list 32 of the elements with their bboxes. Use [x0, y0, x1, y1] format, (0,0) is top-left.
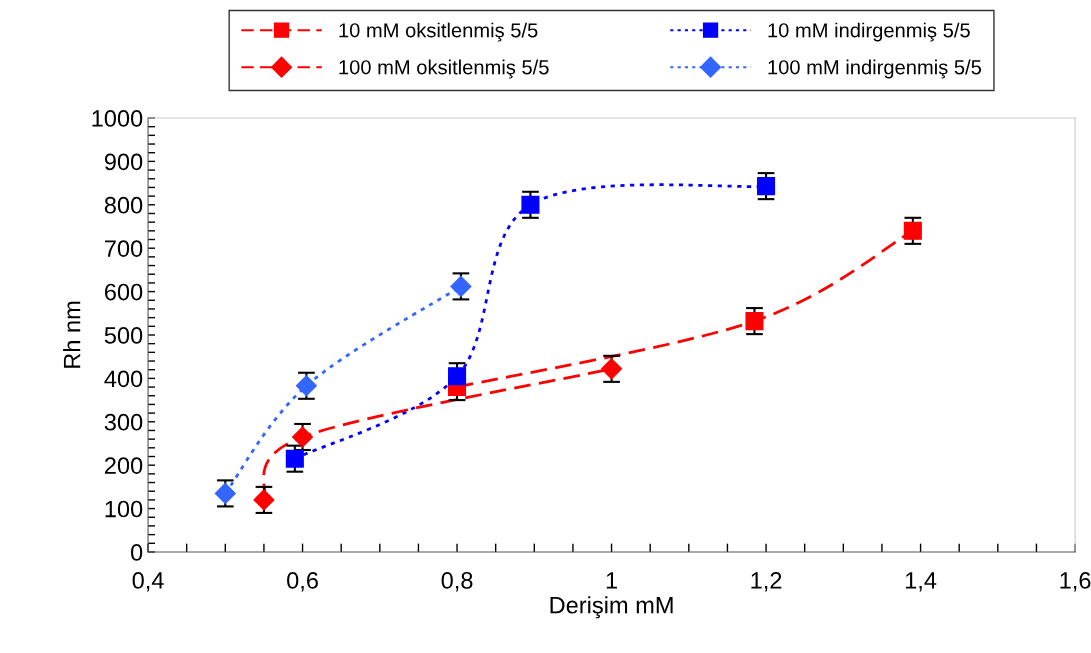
y-tick-label: 900	[104, 153, 143, 171]
point	[448, 367, 467, 386]
y-tick-label: 300	[104, 413, 143, 431]
y-tick-label: 600	[105, 283, 143, 301]
y-tick-label: 200	[104, 457, 143, 474]
y-tick-label: 100	[105, 500, 143, 518]
y-tick-label: 0	[130, 544, 143, 561]
x-tick-label: 1,2	[751, 572, 782, 592]
legend-label: 10 mM indirgenmiş 5/5	[768, 22, 970, 42]
point	[757, 177, 776, 196]
legend-label: 100 mM oksitlenmiş 5/5	[339, 59, 549, 79]
y-axis-title: Rh nm	[63, 301, 81, 368]
point	[601, 358, 623, 380]
y-tick-label: 700	[105, 240, 143, 257]
point	[903, 221, 922, 240]
x-tick-label: 0,4	[132, 572, 164, 592]
x-axis-title: Derişim mM	[550, 596, 673, 619]
x-tick-label: 1,6	[1060, 572, 1091, 592]
x-tick-label: 0,8	[441, 572, 473, 592]
point	[521, 195, 540, 214]
x-tick-label: 1	[606, 572, 617, 589]
point	[745, 312, 764, 331]
y-tick-label: 400	[104, 370, 143, 388]
y-tick-label: 500	[104, 327, 143, 344]
y-tick-label: 800	[104, 196, 143, 214]
x-tick-label: 1,4	[905, 572, 937, 592]
x-tick-label: 0,6	[287, 572, 318, 592]
legend-label: 100 mM indirgenmiş 5/5	[768, 59, 982, 79]
legend-label: 10 mM oksitlenmiş 5/5	[339, 22, 538, 42]
point	[295, 375, 317, 397]
y-tick-label: 1000	[92, 110, 143, 127]
point	[285, 449, 304, 468]
